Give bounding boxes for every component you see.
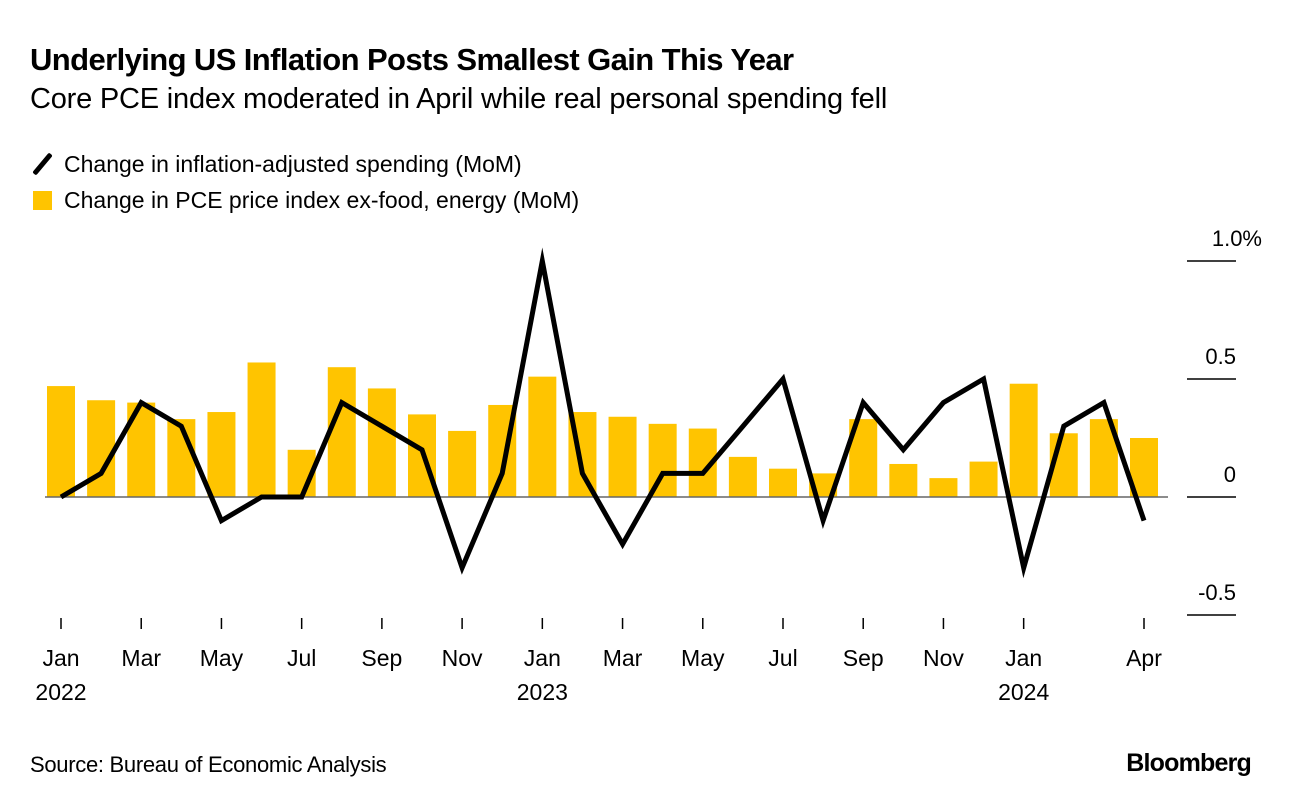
x-axis: Jan 2022 Mar May Jul Sep Nov Jan 2023 Mar May Jul Se…: [35, 618, 1162, 705]
x-tick-label: Jan: [1005, 645, 1042, 671]
x-tick-label: Apr: [1126, 645, 1162, 671]
legend-item-core-pce: Change in PCE price index ex-food, energ…: [30, 182, 579, 218]
x-tick-label: Jan: [524, 645, 561, 671]
x-year-label: 2023: [517, 679, 568, 705]
y-tick-label: -0.5: [1198, 580, 1236, 605]
bar-core-pce: [608, 416, 637, 497]
x-tick-label: Nov: [923, 645, 964, 671]
bar-core-pce: [448, 430, 477, 497]
x-tick-label: Mar: [603, 645, 643, 671]
bar-series: [47, 362, 1158, 497]
bar-core-pce: [889, 463, 918, 497]
legend-label-core-pce: Change in PCE price index ex-food, energ…: [64, 186, 580, 213]
bar-core-pce: [528, 376, 557, 497]
x-tick-label: Sep: [361, 645, 402, 671]
chart-subtitle: Core PCE index moderated in April while …: [30, 83, 888, 115]
x-year-label: 2022: [35, 679, 86, 705]
bar-core-pce: [969, 461, 998, 497]
bar-swatch-icon: [33, 190, 52, 210]
y-tick-label: 1.0%: [1212, 226, 1262, 251]
x-tick-label: Jul: [287, 645, 316, 671]
x-tick-label: Jul: [768, 645, 797, 671]
bar-core-pce: [367, 388, 396, 497]
legend: Change in inflation-adjusted spending (M…: [30, 146, 579, 218]
legend-label-spending: Change in inflation-adjusted spending (M…: [64, 150, 522, 177]
bar-core-pce: [728, 456, 757, 497]
bar-core-pce: [247, 362, 276, 497]
x-tick-label: Sep: [843, 645, 884, 671]
chart-title: Underlying US Inflation Posts Smallest G…: [30, 42, 794, 77]
source-note: Source: Bureau of Economic Analysis: [30, 752, 387, 777]
x-tick-label: May: [200, 645, 244, 671]
y-axis: 1.0% 0.5 0 -0.5: [1187, 226, 1262, 616]
bar-core-pce: [47, 386, 75, 497]
bar-core-pce: [769, 468, 797, 497]
bloomberg-logo: Bloomberg: [1126, 749, 1252, 777]
y-tick-label: 0: [1224, 462, 1236, 487]
x-tick-label: Jan: [42, 645, 79, 671]
bar-core-pce: [929, 478, 958, 497]
legend-item-spending: Change in inflation-adjusted spending (M…: [30, 146, 579, 182]
x-year-label: 2024: [998, 679, 1049, 705]
bar-core-pce: [648, 423, 677, 497]
bar-core-pce: [327, 367, 356, 497]
y-tick-label: 0.5: [1205, 344, 1236, 369]
x-tick-label: Nov: [442, 645, 483, 671]
x-tick-label: May: [681, 645, 725, 671]
x-tick-label: Mar: [121, 645, 161, 671]
bar-core-pce: [87, 400, 116, 497]
spending-line: [59, 247, 1147, 579]
bar-core-pce: [1009, 383, 1038, 497]
bar-core-pce: [207, 412, 236, 497]
